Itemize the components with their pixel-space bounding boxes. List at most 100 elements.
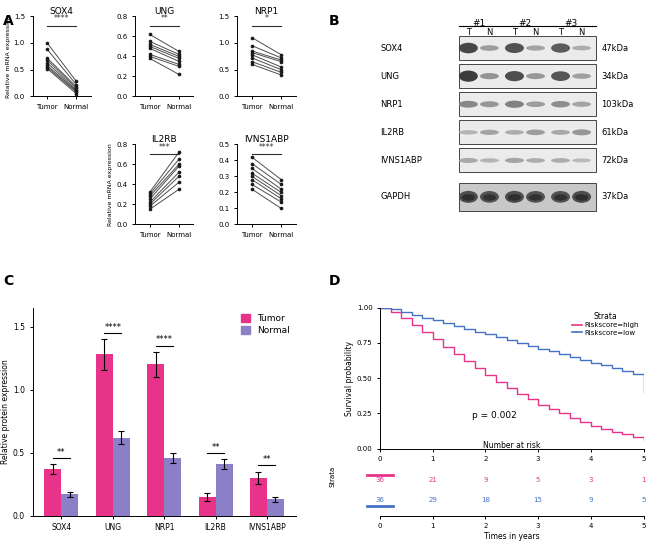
Point bbox=[174, 160, 184, 169]
Riskscore=high bbox=[514, 390, 521, 397]
Text: IL2RB: IL2RB bbox=[380, 128, 404, 137]
Text: SOX4: SOX4 bbox=[380, 43, 402, 53]
Title: IL2RB: IL2RB bbox=[151, 135, 177, 143]
Riskscore=high bbox=[419, 329, 426, 335]
FancyBboxPatch shape bbox=[459, 183, 596, 211]
Point bbox=[72, 84, 82, 93]
Point bbox=[174, 52, 184, 61]
Riskscore=low bbox=[429, 317, 437, 324]
Riskscore=high bbox=[545, 406, 552, 412]
Title: IVNS1ABP: IVNS1ABP bbox=[244, 135, 289, 143]
Text: 37kDa: 37kDa bbox=[601, 192, 629, 201]
Riskscore=low bbox=[524, 343, 532, 349]
Point bbox=[276, 50, 287, 59]
Ellipse shape bbox=[551, 43, 570, 53]
Ellipse shape bbox=[459, 158, 478, 163]
Point bbox=[72, 83, 82, 91]
Riskscore=low bbox=[450, 323, 458, 329]
Ellipse shape bbox=[526, 46, 545, 50]
Point bbox=[276, 62, 287, 71]
Ellipse shape bbox=[529, 194, 542, 201]
Bar bbox=[250, 478, 267, 516]
Point bbox=[144, 30, 155, 39]
Riskscore=low bbox=[597, 362, 605, 369]
Ellipse shape bbox=[551, 191, 570, 203]
Ellipse shape bbox=[459, 71, 478, 82]
Y-axis label: Relative mRNA expression: Relative mRNA expression bbox=[6, 15, 11, 98]
Point bbox=[276, 185, 287, 193]
Riskscore=high bbox=[387, 308, 395, 315]
Point bbox=[247, 185, 257, 193]
Point bbox=[276, 175, 287, 184]
Point bbox=[247, 33, 257, 42]
Text: T: T bbox=[558, 28, 563, 37]
Riskscore=low bbox=[545, 348, 552, 355]
Point bbox=[276, 191, 287, 200]
Point bbox=[144, 42, 155, 50]
Text: #2: #2 bbox=[519, 20, 532, 28]
Riskscore=low bbox=[482, 331, 489, 338]
Text: T: T bbox=[512, 28, 517, 37]
Point bbox=[42, 59, 53, 67]
Text: T: T bbox=[466, 28, 471, 37]
Riskscore=low bbox=[534, 345, 542, 352]
Ellipse shape bbox=[505, 71, 524, 81]
Point bbox=[144, 195, 155, 204]
Text: NRP1: NRP1 bbox=[380, 100, 403, 109]
Point bbox=[247, 47, 257, 55]
Riskscore=high bbox=[471, 365, 479, 371]
Riskscore=high bbox=[408, 321, 415, 328]
Title: NRP1: NRP1 bbox=[255, 7, 279, 16]
Text: 5: 5 bbox=[536, 477, 540, 483]
Riskscore=low bbox=[619, 368, 627, 374]
Point bbox=[72, 90, 82, 98]
Ellipse shape bbox=[505, 100, 524, 108]
Riskscore=low bbox=[419, 314, 426, 321]
Point bbox=[42, 54, 53, 62]
Riskscore=low bbox=[502, 337, 510, 343]
Text: ****: **** bbox=[259, 143, 274, 151]
Text: 34kDa: 34kDa bbox=[601, 72, 629, 80]
Ellipse shape bbox=[480, 45, 499, 51]
Riskscore=high bbox=[587, 423, 595, 430]
Point bbox=[276, 71, 287, 79]
Bar bbox=[216, 464, 233, 516]
Ellipse shape bbox=[551, 71, 570, 81]
Text: ***: *** bbox=[159, 143, 170, 151]
Ellipse shape bbox=[459, 130, 478, 135]
Text: 72kDa: 72kDa bbox=[601, 156, 629, 165]
Text: 9: 9 bbox=[483, 477, 488, 483]
Text: 21: 21 bbox=[428, 477, 437, 483]
Point bbox=[174, 60, 184, 68]
Bar bbox=[164, 458, 181, 516]
Ellipse shape bbox=[459, 43, 478, 53]
Ellipse shape bbox=[505, 43, 524, 53]
Point bbox=[72, 86, 82, 94]
Point bbox=[247, 54, 257, 62]
Point bbox=[144, 52, 155, 61]
Riskscore=high bbox=[629, 434, 637, 440]
Bar bbox=[44, 469, 62, 516]
Text: UNG: UNG bbox=[380, 72, 399, 80]
Point bbox=[174, 168, 184, 176]
Point bbox=[144, 205, 155, 214]
Ellipse shape bbox=[572, 159, 591, 162]
Ellipse shape bbox=[551, 130, 570, 135]
Point bbox=[174, 178, 184, 187]
Text: B: B bbox=[328, 14, 339, 28]
Text: 29: 29 bbox=[428, 497, 437, 503]
Ellipse shape bbox=[526, 191, 545, 203]
Text: **: ** bbox=[161, 15, 168, 23]
Text: **: ** bbox=[211, 443, 220, 452]
Point bbox=[276, 194, 287, 203]
Bar bbox=[96, 355, 113, 516]
Ellipse shape bbox=[554, 194, 567, 201]
Riskscore=low bbox=[629, 371, 637, 377]
Text: 5: 5 bbox=[642, 497, 645, 503]
Point bbox=[42, 45, 53, 54]
Ellipse shape bbox=[505, 130, 524, 135]
Riskscore=high bbox=[482, 372, 489, 378]
Riskscore=low bbox=[439, 320, 447, 326]
Point bbox=[247, 164, 257, 173]
Point bbox=[247, 50, 257, 59]
